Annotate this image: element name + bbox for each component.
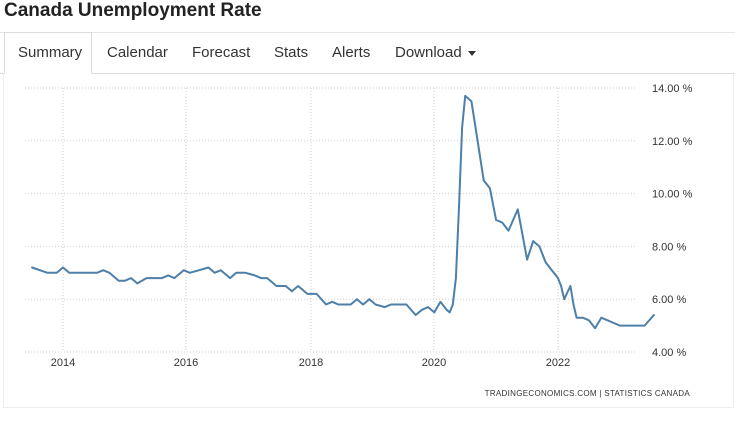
x-tick-label: 2020 [422,357,446,369]
page-title: Canada Unemployment Rate [4,0,262,21]
y-tick-label: 14.00 % [652,83,693,95]
tab-bar-divider [0,73,735,74]
y-tick-label: 10.00 % [652,189,693,201]
x-tick-label: 2018 [299,357,323,369]
tab-calendar[interactable]: Calendar [107,44,168,61]
chart-panel [3,74,734,408]
tab-bar [0,32,735,75]
x-axis: 2014 2016 2018 2020 2022 [51,357,570,369]
series-line-unemployment-rate [31,94,655,330]
y-tick-label: 8.00 % [652,241,686,253]
tab-download[interactable]: Download [395,44,476,61]
y-tick-label: 6.00 % [652,294,686,306]
y-tick-label: 4.00 % [652,347,686,359]
tab-summary-label: Summary [18,44,83,61]
tab-alerts[interactable]: Alerts [332,44,371,61]
x-tick-label: 2016 [174,357,198,369]
x-tick-label: 2014 [51,357,75,369]
tab-download-label: Download [395,44,462,61]
chart-grid [25,87,635,353]
source-attribution: TRADINGECONOMICS.COM | STATISTICS CANADA [485,389,691,398]
chevron-down-icon [467,50,476,56]
tab-stats[interactable]: Stats [274,44,309,61]
tab-forecast[interactable]: Forecast [192,44,251,61]
tab-summary[interactable]: Summary [4,32,92,74]
x-tick-label: 2022 [546,357,570,369]
y-tick-label: 12.00 % [652,136,693,148]
y-axis: 4.00 % 6.00 % 8.00 % 10.00 % 12.00 % 14.00 % [652,83,693,359]
